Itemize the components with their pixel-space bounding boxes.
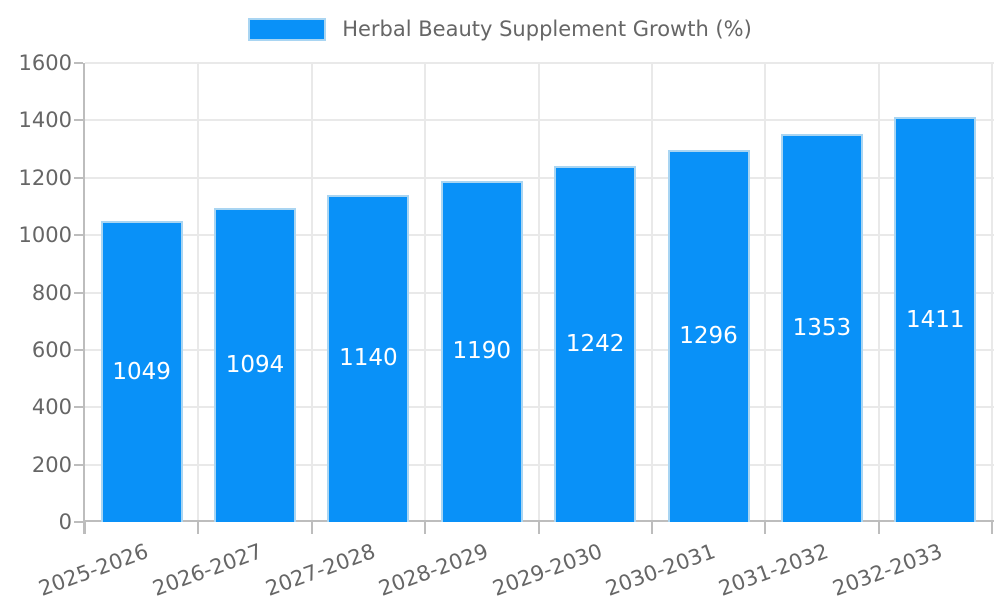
bar[interactable] (327, 194, 410, 522)
y-tick-label: 1400 (18, 108, 72, 133)
plot-area: 1049 1094 1140 1190 1242 1296 1353 1411 (74, 62, 994, 534)
x-tick-label: 2029-2030 (489, 539, 606, 600)
bar[interactable] (440, 180, 523, 522)
x-tick (877, 522, 880, 534)
y-gridline (85, 348, 994, 351)
x-gridline (537, 63, 540, 522)
x-tick-label: 2030-2031 (602, 539, 719, 600)
x-gridline (877, 63, 880, 522)
bar[interactable] (554, 165, 637, 522)
bar[interactable] (214, 208, 297, 522)
x-gridline (310, 63, 313, 522)
x-tick-label: 2027-2028 (262, 539, 379, 600)
y-tick-label: 800 (31, 280, 72, 305)
x-tick-label: 2031-2032 (716, 539, 832, 600)
y-tick-label: 600 (31, 337, 72, 362)
y-gridline (85, 176, 994, 179)
bar[interactable] (100, 221, 183, 522)
x-tick (764, 522, 767, 534)
y-tick-label: 1200 (18, 165, 72, 190)
y-gridline (85, 62, 994, 64)
x-gridline (764, 63, 767, 522)
y-tick (74, 291, 83, 294)
x-tick (991, 522, 993, 534)
bar-value-label: 1049 (112, 358, 171, 385)
y-gridline (85, 119, 994, 122)
legend-label: Herbal Beauty Supplement Growth (%) (342, 17, 752, 41)
bar-value-label: 1242 (565, 330, 625, 357)
bar-value-label: 1094 (225, 352, 285, 379)
y-tick (74, 463, 83, 466)
x-tick (424, 522, 427, 534)
x-tick (197, 522, 200, 534)
bar[interactable] (780, 133, 863, 522)
y-tick-label: 200 (31, 452, 72, 477)
x-tick (310, 522, 313, 534)
x-tick-label: 2025-2026 (35, 539, 152, 600)
bar-value-label: 1140 (339, 345, 398, 372)
y-tick (74, 348, 83, 351)
y-tick (74, 234, 83, 237)
y-gridline (85, 406, 994, 409)
x-tick (650, 522, 653, 534)
y-gridline (85, 291, 994, 294)
x-tick-label: 2032-2033 (829, 539, 946, 600)
bar-value-label: 1353 (792, 314, 852, 341)
x-gridline (424, 63, 427, 522)
y-tick-label: 0 (58, 510, 72, 534)
y-tick (74, 119, 83, 122)
y-tick-label: 1600 (18, 51, 72, 75)
y-tick (74, 176, 83, 179)
y-tick (74, 521, 83, 523)
x-gridline (197, 63, 200, 522)
x-tick-label: 2028-2029 (375, 539, 492, 600)
x-gridline (650, 63, 653, 522)
y-gridline (85, 234, 994, 237)
bar-value-label: 1411 (906, 306, 965, 333)
bar-value-label: 1296 (679, 323, 738, 350)
y-tick-label: 1000 (18, 223, 72, 248)
x-axis-line (83, 520, 994, 522)
legend[interactable]: Herbal Beauty Supplement Growth (%) (0, 17, 1000, 41)
x-tick-label: 2026-2027 (149, 539, 265, 600)
bar[interactable] (667, 150, 750, 522)
y-tick (74, 406, 83, 409)
x-tick (84, 522, 86, 534)
legend-swatch (248, 17, 327, 41)
y-tick (74, 62, 83, 64)
y-tick-label: 400 (31, 395, 72, 420)
bar[interactable] (894, 117, 977, 522)
x-gridline (991, 63, 993, 522)
y-gridline (85, 463, 994, 466)
bar-value-label: 1190 (452, 338, 512, 365)
x-tick (537, 522, 540, 534)
y-axis-line (83, 63, 85, 534)
